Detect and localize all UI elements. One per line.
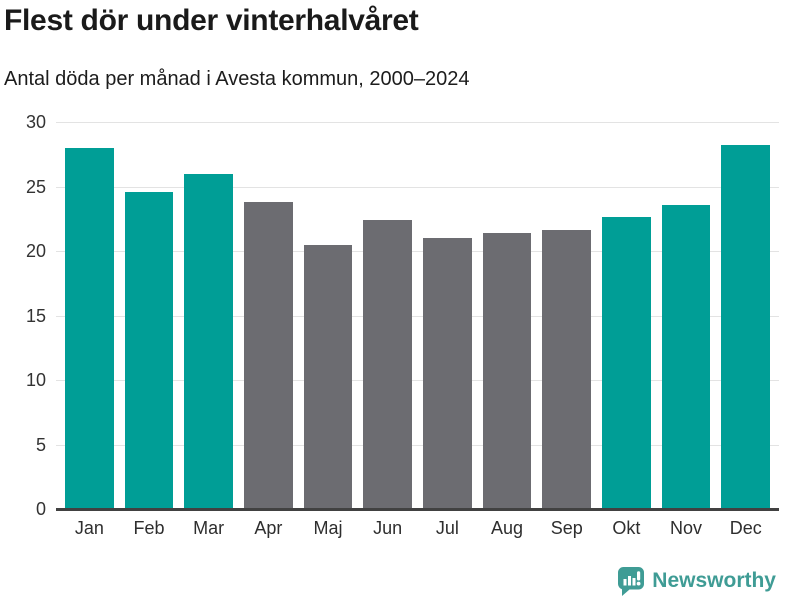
y-tick-label-10: 10 [25, 370, 46, 390]
plot-area [56, 122, 779, 509]
gridline-5 [56, 444, 779, 446]
bar-mar [184, 173, 234, 509]
x-tick-label-feb: Feb [133, 518, 165, 538]
x-axis-baseline [56, 508, 779, 511]
bar-maj [303, 244, 353, 509]
y-tick-label-30: 30 [25, 112, 46, 132]
newsworthy-icon [618, 567, 645, 596]
x-tick-label-apr: Apr [254, 518, 283, 538]
chart-title: Flest dör under vinterhalvåret [4, 4, 419, 37]
bar-aug [482, 232, 532, 509]
bar-dec [721, 145, 771, 509]
y-tick-label-25: 25 [25, 176, 46, 197]
x-tick-label-jan: Jan [74, 518, 104, 538]
newsworthy-wordmark: Newsworthy [652, 569, 776, 592]
x-tick-label-jun: Jun [373, 518, 403, 538]
bar-okt [602, 217, 651, 509]
gridline-10 [56, 380, 779, 381]
x-tick-label-maj: Maj [313, 518, 343, 538]
y-tick-label-20: 20 [25, 241, 46, 261]
x-tick-label-mar: Mar [193, 518, 225, 538]
bars-row [56, 122, 779, 509]
chart-subtitle: Antal döda per månad i Avesta kommun, 20… [4, 68, 470, 90]
y-tick-label-0: 0 [35, 499, 46, 519]
bar-sep [542, 230, 592, 509]
x-tick-label-okt: Okt [612, 518, 641, 538]
y-axis-labels: 0 5 10 15 20 25 30 [0, 112, 46, 519]
x-tick-label-jul: Jul [435, 518, 459, 538]
bar-jul [423, 238, 472, 509]
bar-nov [661, 204, 711, 509]
gridline-30 [56, 122, 779, 123]
newsworthy-logo[interactable]: Newsworthy [617, 566, 776, 596]
bar-jun [363, 220, 413, 509]
y-tick-label-15: 15 [25, 305, 46, 326]
x-tick-label-dec: Dec [729, 518, 762, 538]
gridline-15 [56, 315, 779, 317]
gridline-20 [56, 251, 779, 252]
x-tick-label-aug: Aug [491, 518, 524, 538]
bar-jan [65, 147, 114, 509]
bar-apr [244, 201, 293, 509]
bar-feb [124, 191, 174, 509]
x-tick-label-sep: Sep [550, 518, 583, 538]
y-tick-label-5: 5 [35, 434, 46, 455]
x-tick-label-nov: Nov [670, 518, 703, 538]
gridline-25 [56, 186, 779, 188]
x-axis-labels: Jan Feb Mar Apr Maj Jun Jul Aug Sep Okt Nov Dec [56, 518, 779, 539]
